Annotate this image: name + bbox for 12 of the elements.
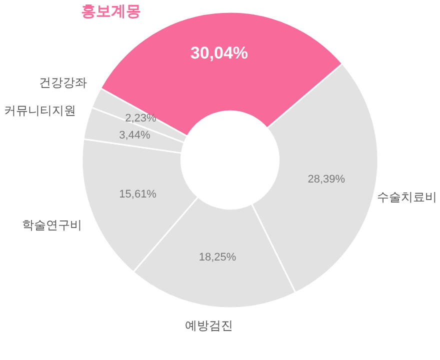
- slice-label: 건강강좌: [38, 75, 87, 90]
- data-label: 2,23%: [125, 112, 157, 124]
- slice-label: 커뮤니티지원: [4, 104, 76, 118]
- slice-label: 예방검진: [184, 318, 233, 332]
- data-label: 28,39%: [308, 174, 346, 186]
- slice-label: 학술연구비: [22, 218, 82, 232]
- slice-label: 홍보계몽: [80, 2, 141, 20]
- data-label: 18,25%: [198, 252, 236, 264]
- data-label: 15,61%: [119, 188, 157, 200]
- data-label: 3,44%: [119, 129, 151, 142]
- data-label: 30,04%: [190, 44, 248, 63]
- slice-label: 수술치료비: [377, 190, 437, 204]
